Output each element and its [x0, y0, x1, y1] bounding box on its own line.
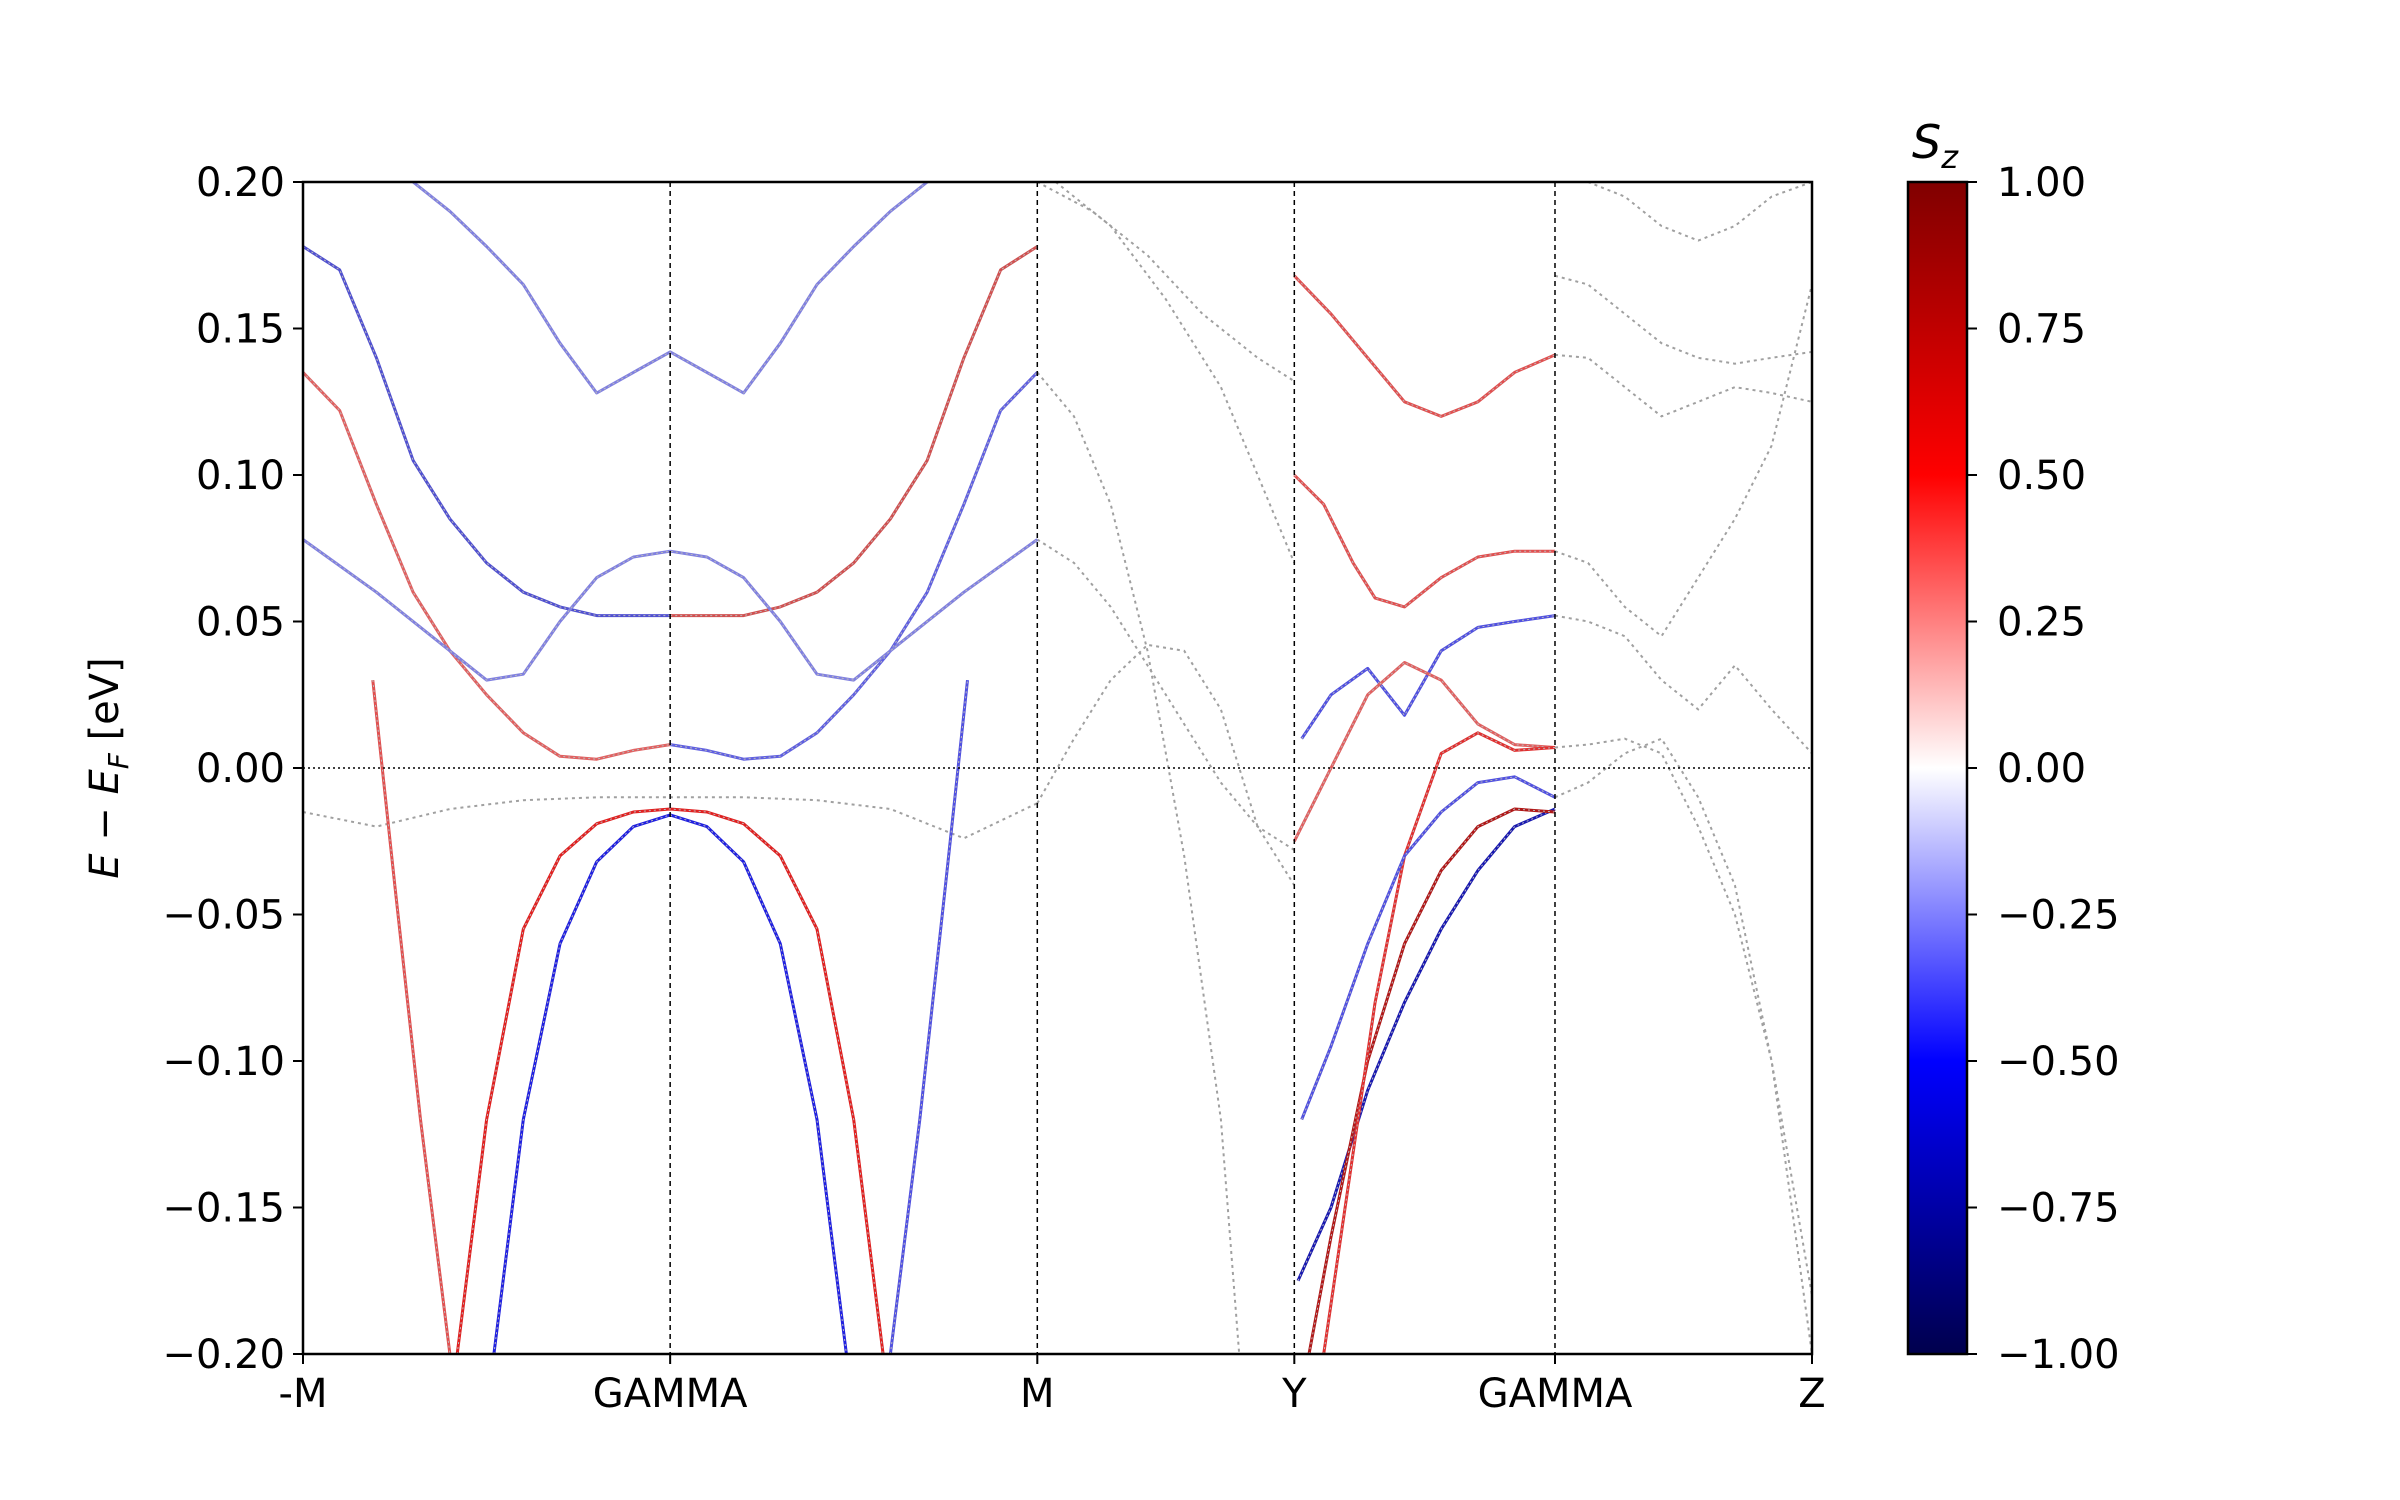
colorbar-ticks: 1.00 0.75 0.50 0.25 0.00 −0.25 −0.50 −0.75 −1.00	[1967, 160, 2120, 1378]
x-tick-label-1: GAMMA	[593, 1371, 748, 1417]
plot-area	[301, 180, 1814, 1356]
spin-band-overlay-14	[1297, 808, 1556, 1282]
y-axis-label-main: E	[82, 853, 128, 879]
gray-band-7	[1554, 353, 1812, 418]
spin-band-overlay-7	[670, 246, 1038, 617]
spin-band-2	[371, 679, 452, 1354]
x-tick-label-4: GAMMA	[1478, 1371, 1633, 1417]
spin-band-3	[888, 679, 969, 1354]
colorbar-tick-label-8: −1.00	[1997, 1332, 2120, 1378]
colorbar-title-main: S	[1912, 115, 1941, 169]
spin-band-overlay-12	[1301, 615, 1556, 739]
colorbar-gradient	[1908, 182, 1967, 1354]
spin-band-17	[1300, 775, 1556, 1121]
gray-band-10	[1554, 737, 1812, 1354]
y-axis-label: E − EF [eV]	[82, 657, 135, 879]
gray-band-9	[1554, 614, 1812, 755]
y-tick-label-5: −0.05	[162, 893, 285, 939]
y-tick-label-6: −0.10	[162, 1039, 285, 1085]
spin-band-11	[1293, 473, 1555, 609]
gray-band-3	[1036, 371, 1241, 1354]
gray-band-6	[1554, 274, 1812, 365]
spin-band-overlay-13	[1293, 661, 1556, 842]
spin-band-overlay-2	[372, 680, 451, 1354]
spin-band-10	[1293, 274, 1556, 418]
colorbar-title: Sz	[1912, 115, 1959, 176]
spin-band-overlay-3	[889, 680, 968, 1354]
gray-band-12	[1587, 182, 1812, 242]
y-tick-label-1: 0.15	[196, 307, 285, 353]
y-tick-label-8: −0.20	[162, 1332, 285, 1378]
y-tick-label-3: 0.05	[196, 600, 285, 646]
gray-band-4	[1036, 182, 1295, 383]
colorbar-tick-label-1: 0.75	[1997, 307, 2086, 353]
colorbar-tick-label-3: 0.25	[1997, 600, 2086, 646]
spin-band-overlay-4	[303, 372, 671, 760]
y-axis-ticks: 0.20 0.15 0.10 0.05 0.00 −0.05 −0.10 −0.15 −0.20	[162, 160, 303, 1378]
x-tick-label-2: M	[1020, 1371, 1055, 1417]
colorbar-tick-label-6: −0.50	[1997, 1039, 2120, 1085]
y-tick-label-7: −0.15	[162, 1186, 285, 1232]
colorbar-title-subscript: z	[1940, 138, 1959, 176]
colorbar-tick-label-5: −0.25	[1997, 893, 2120, 939]
spin-band-overlay-9	[303, 539, 1038, 681]
x-tick-label-0: -M	[279, 1371, 328, 1417]
y-tick-label-2: 0.10	[196, 453, 285, 499]
spin-band-overlay-16	[1323, 732, 1556, 1354]
y-tick-label-4: 0.00	[196, 746, 285, 792]
spin-band-overlay-11	[1293, 474, 1555, 608]
y-axis-label-units: [eV]	[82, 657, 128, 753]
spin-band-15	[1307, 807, 1556, 1354]
gray-band-11	[1554, 737, 1812, 1296]
colorbar-tick-label-7: −0.75	[1997, 1186, 2120, 1232]
y-axis-label-op: −	[82, 795, 128, 854]
spin-band-overlay-1	[456, 808, 884, 1354]
y-axis-label-subscript: F	[102, 752, 135, 769]
spin-band-overlay-17	[1301, 776, 1556, 1120]
colorbar: 1.00 0.75 0.50 0.25 0.00 −0.25 −0.50 −0.75 −1.00…	[1906, 115, 2120, 1378]
colorbar-tick-label-0: 1.00	[1997, 160, 2086, 206]
spin-band-13	[1292, 661, 1556, 842]
spin-band-5	[669, 371, 1039, 761]
spin-band-6	[303, 245, 671, 618]
colorbar-tick-label-2: 0.50	[1997, 453, 2086, 499]
spin-band-7	[670, 245, 1039, 618]
gray-band-2	[1036, 643, 1296, 886]
spin-band-overlay-10	[1293, 275, 1556, 417]
x-tick-label-5: Z	[1798, 1371, 1825, 1417]
high-symmetry-lines	[669, 182, 1556, 1354]
spin-colored-bands	[303, 182, 1556, 1354]
y-axis-label-sub-main: E	[82, 769, 128, 795]
spin-band-overlay-8	[412, 182, 928, 394]
spin-band-12	[1300, 614, 1556, 740]
colorbar-tick-label-4: 0.00	[1997, 746, 2086, 792]
gray-bands	[303, 182, 1812, 1354]
spin-band-16	[1322, 731, 1556, 1354]
gray-band-5	[1055, 182, 1296, 564]
x-tick-label-3: Y	[1281, 1371, 1307, 1417]
gray-band-1	[1036, 538, 1295, 851]
x-axis-ticks: -M GAMMA M Y GAMMA Z	[279, 1354, 1826, 1417]
gray-band-8	[1554, 284, 1812, 638]
y-tick-label-0: 0.20	[196, 160, 285, 206]
spin-band-overlay-6	[303, 246, 671, 617]
